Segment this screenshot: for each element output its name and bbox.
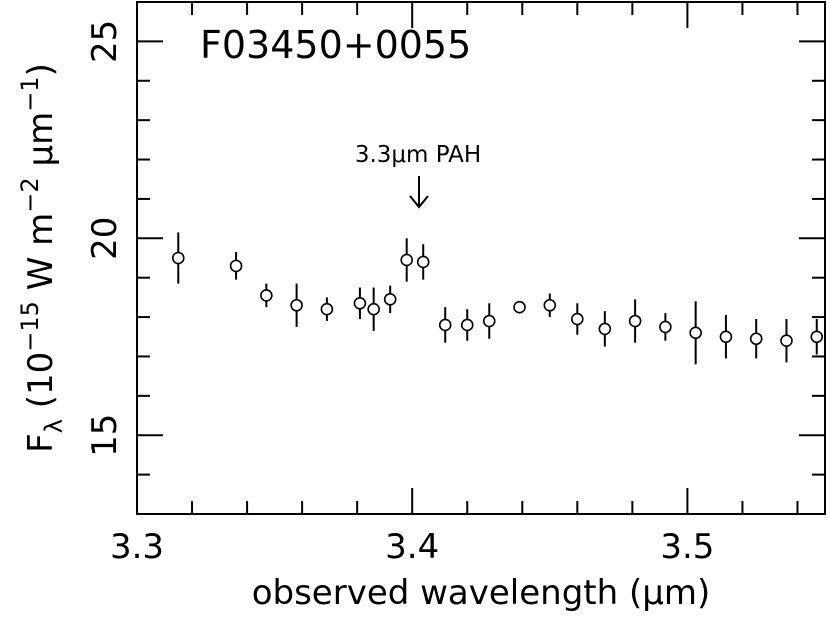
point-marker <box>659 320 672 334</box>
point-marker <box>353 296 367 310</box>
data-point <box>513 300 526 314</box>
point-marker <box>416 255 430 269</box>
point-marker <box>598 322 612 336</box>
x-tick-label: 3.5 <box>660 527 714 567</box>
data-point <box>460 309 474 341</box>
data-point <box>400 238 413 282</box>
point-marker <box>749 332 763 346</box>
point-marker <box>482 314 496 328</box>
y-axis-label-part: 10 <box>21 352 61 395</box>
y-axis-label-part: ( <box>21 395 61 419</box>
data-point <box>689 301 702 365</box>
data-point <box>598 311 612 347</box>
data-point <box>780 319 793 363</box>
data-point <box>416 244 430 280</box>
point-marker <box>780 334 793 348</box>
data-point <box>571 303 584 335</box>
plot-frame <box>136 1 826 515</box>
pah-annotation: 3.3μm PAH <box>355 142 481 209</box>
point-marker <box>810 330 824 344</box>
pah-annotation-arrowhead <box>409 195 429 209</box>
data-point <box>229 252 243 280</box>
data-point <box>320 297 334 322</box>
point-marker <box>320 302 334 316</box>
y-axis-label-part: ) <box>21 63 61 76</box>
x-tick-label: 3.4 <box>385 527 439 567</box>
data-point <box>749 319 763 359</box>
chart-title: F03450+0055 <box>200 23 471 67</box>
y-tick-label: 25 <box>85 20 125 63</box>
data-point <box>438 307 452 343</box>
point-marker <box>229 259 243 273</box>
y-axis-label-part: −1 <box>16 76 44 111</box>
y-axis-label-part: −2 <box>16 177 44 212</box>
data-point <box>543 293 557 318</box>
point-marker <box>460 318 474 332</box>
y-tick-label: 15 <box>85 414 125 457</box>
data-point <box>353 287 367 320</box>
point-marker <box>719 330 733 344</box>
data-point <box>260 283 273 308</box>
x-axis-label: observed wavelength (μm) <box>252 573 711 613</box>
y-axis-label-part: F <box>21 433 61 453</box>
axis-ticks <box>136 1 825 515</box>
point-marker <box>383 293 397 306</box>
data-point <box>171 232 185 284</box>
data-points <box>171 232 824 365</box>
data-point <box>367 287 380 331</box>
point-marker <box>513 300 526 314</box>
y-axis-label-part: λ <box>40 419 68 433</box>
svg-text:Fλ (10−15 W m−2 μm−1): Fλ (10−15 W m−2 μm−1) <box>16 63 68 453</box>
point-marker <box>543 298 557 312</box>
data-point <box>719 315 733 359</box>
y-tick-label: 20 <box>85 217 125 260</box>
point-marker <box>290 298 303 312</box>
point-marker <box>367 302 380 316</box>
y-axis-label-part: −15 <box>16 301 44 352</box>
y-axis-label-part: μm <box>21 112 61 178</box>
data-point <box>659 313 672 341</box>
data-point <box>628 299 642 343</box>
data-point <box>482 303 496 339</box>
data-point <box>290 283 303 327</box>
data-point <box>810 319 824 355</box>
point-marker <box>438 318 452 332</box>
point-marker <box>400 253 413 267</box>
axis-tick-labels: 3.3 3.4 3.5 15 20 25 <box>85 20 714 567</box>
data-point <box>383 285 397 314</box>
point-marker <box>171 251 185 265</box>
y-axis-label: Fλ (10−15 W m−2 μm−1) <box>16 63 68 453</box>
point-marker <box>628 314 642 328</box>
pah-annotation-label: 3.3μm PAH <box>355 142 481 168</box>
point-marker <box>571 312 584 326</box>
point-marker <box>260 289 273 302</box>
y-axis-label-part: W m <box>21 213 61 301</box>
point-marker <box>689 326 702 340</box>
x-tick-label: 3.3 <box>110 527 164 567</box>
